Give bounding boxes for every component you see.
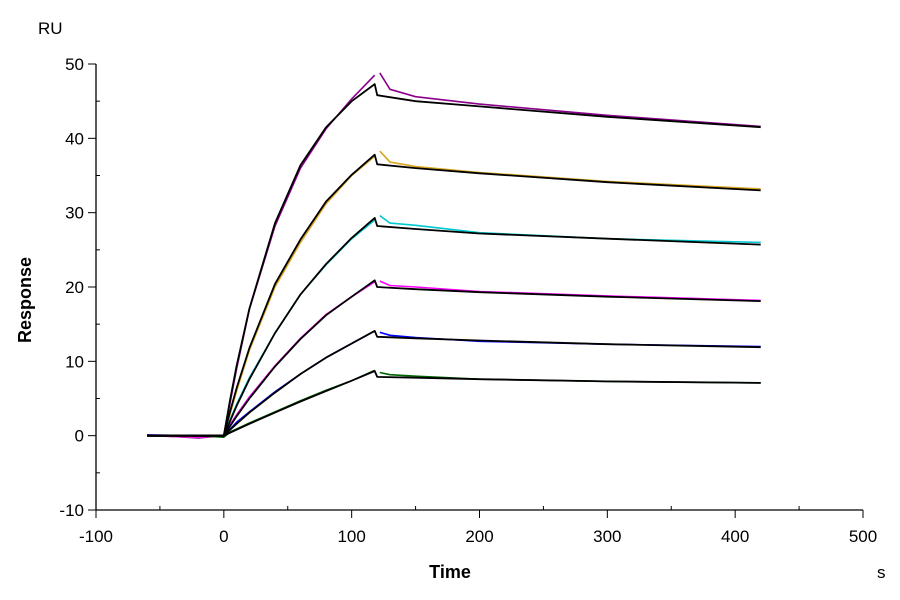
x-tick-label: 500 [849,527,877,546]
fit-curve-5 [147,329,761,437]
y-tick-label: 10 [65,352,84,371]
y-unit-label: RU [38,19,63,38]
y-tick-label: 30 [65,204,84,223]
y-tick-label: -10 [59,501,84,520]
x-tick-label: -100 [79,527,113,546]
x-tick-label: 400 [721,527,749,546]
fit-curve-1 [147,83,761,437]
x-tick-label: 0 [219,527,228,546]
x-tick-label: 200 [465,527,493,546]
y-tick-label: 0 [75,427,84,446]
fit-curve-6 [147,370,761,437]
axes [95,64,863,511]
x-tick-label: 300 [593,527,621,546]
data-curve-3-segment-2 [379,214,761,244]
y-axis-title: Response [15,257,35,343]
x-axis-title: Time [429,562,471,582]
data-curve-1-segment-2 [379,72,761,128]
fit-curve-4 [147,279,761,437]
x-unit-label: s [877,563,886,582]
series-layer [147,72,761,439]
x-tick-label: 100 [337,527,365,546]
fit-curve-3 [147,216,761,437]
y-tick-label: 50 [65,55,84,74]
y-tick-label: 40 [65,129,84,148]
y-tick-label: 20 [65,278,84,297]
data-curve-2-segment-1 [147,155,376,439]
fit-curve-2 [147,153,761,437]
data-curve-2-segment-2 [379,150,761,190]
